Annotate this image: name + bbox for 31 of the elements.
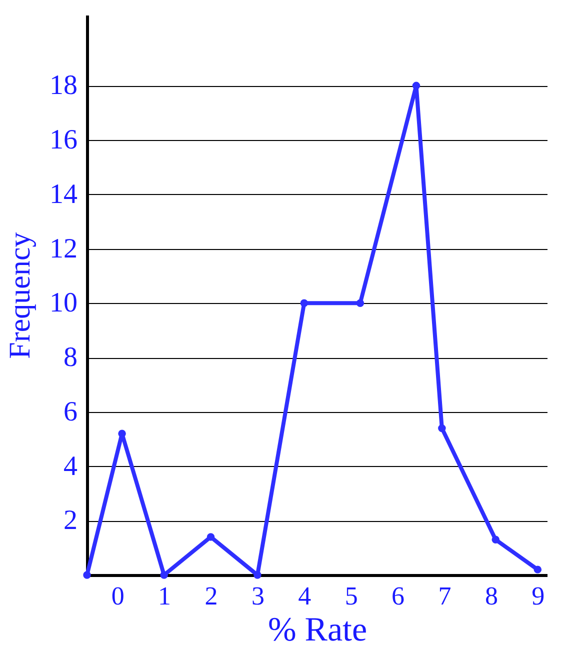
y-tick-label: 14	[50, 178, 78, 210]
y-tick-label: 16	[50, 124, 78, 156]
y-tick-label: 8	[64, 342, 78, 374]
y-axis-title: Frequency	[4, 232, 36, 359]
y-tick-label: 6	[64, 396, 78, 428]
point	[83, 571, 91, 579]
y-tick-label: 4	[64, 450, 78, 482]
x-tick-label: 0	[111, 582, 124, 610]
x-tick-label: 9	[532, 582, 545, 610]
x-axis-title: % Rate	[268, 612, 368, 648]
point	[412, 82, 420, 90]
x-tick-label: 1	[158, 582, 172, 610]
point	[206, 533, 215, 541]
y-tick-label: 18	[50, 70, 78, 102]
point	[492, 536, 500, 544]
y-tick-label: 10	[50, 288, 78, 319]
x-tick-label: 6	[392, 582, 405, 610]
x-tick-label: 3	[251, 582, 264, 610]
point	[534, 566, 542, 574]
point	[438, 424, 446, 432]
x-tick-label: 8	[484, 582, 498, 610]
y-tick-label: 2	[64, 505, 78, 536]
x-tick-label: 7	[438, 582, 452, 610]
point	[160, 571, 168, 579]
y-tick-label: 12	[50, 233, 78, 264]
x-tick-label: 4	[298, 582, 312, 610]
x-tick-label: 2	[204, 582, 218, 610]
point	[300, 299, 308, 308]
x-tick-label: 5	[344, 582, 358, 610]
point	[254, 571, 262, 579]
point	[356, 299, 364, 308]
